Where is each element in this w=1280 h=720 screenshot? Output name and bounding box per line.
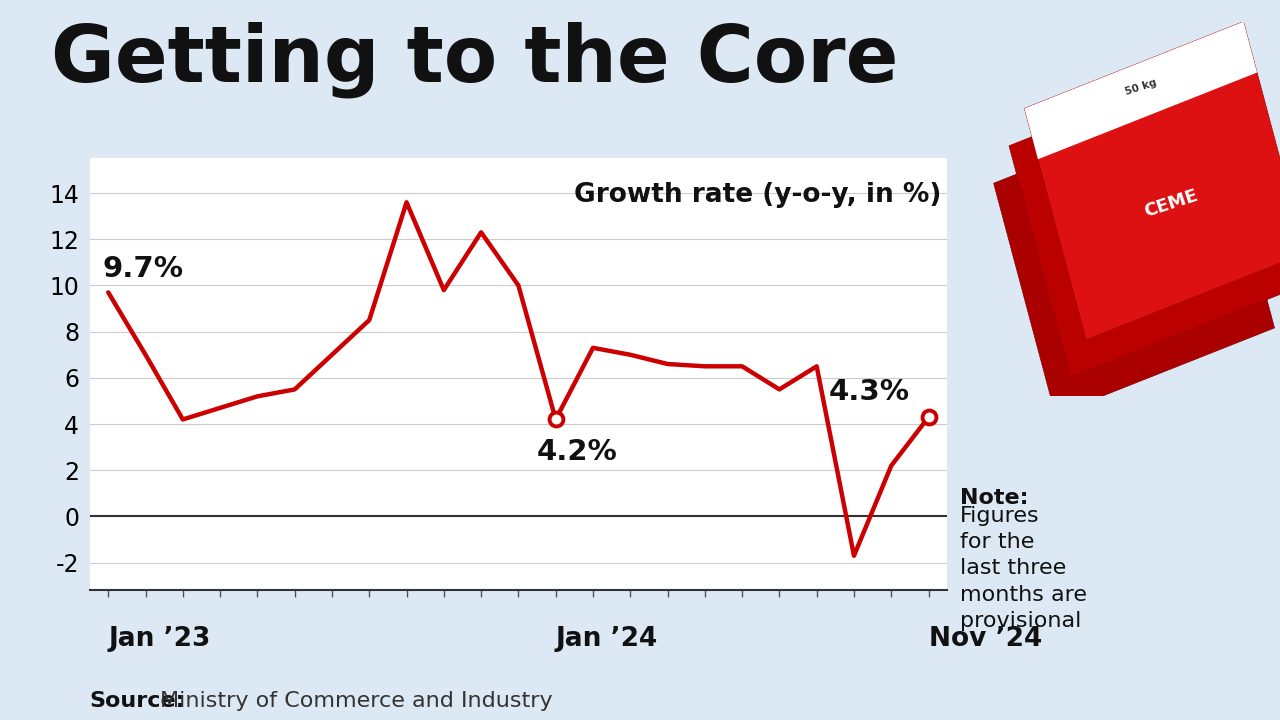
Text: 4.2%: 4.2% [538,438,618,466]
Text: 4.3%: 4.3% [829,377,910,405]
Text: CEME: CEME [1142,186,1201,221]
Polygon shape [1024,22,1257,159]
Polygon shape [1024,22,1280,340]
Text: Ministry of Commerce and Industry: Ministry of Commerce and Industry [160,691,553,711]
Text: CEME: CEME [1111,261,1170,296]
Text: Note:: Note: [960,487,1029,508]
Text: 9.7%: 9.7% [102,255,183,283]
Polygon shape [993,96,1275,415]
Text: Growth rate (y-o-y, in %): Growth rate (y-o-y, in %) [575,181,942,207]
Text: Source:: Source: [90,691,186,711]
Text: Figures
for the
last three
months are
provisional: Figures for the last three months are pr… [960,505,1087,631]
Text: Nov ’24: Nov ’24 [928,626,1042,652]
Polygon shape [1009,59,1280,377]
Text: 50 kg: 50 kg [1124,77,1158,96]
Text: Getting to the Core: Getting to the Core [51,22,899,98]
Text: Jan ’24: Jan ’24 [556,626,658,652]
Text: Jan ’23: Jan ’23 [109,626,211,652]
